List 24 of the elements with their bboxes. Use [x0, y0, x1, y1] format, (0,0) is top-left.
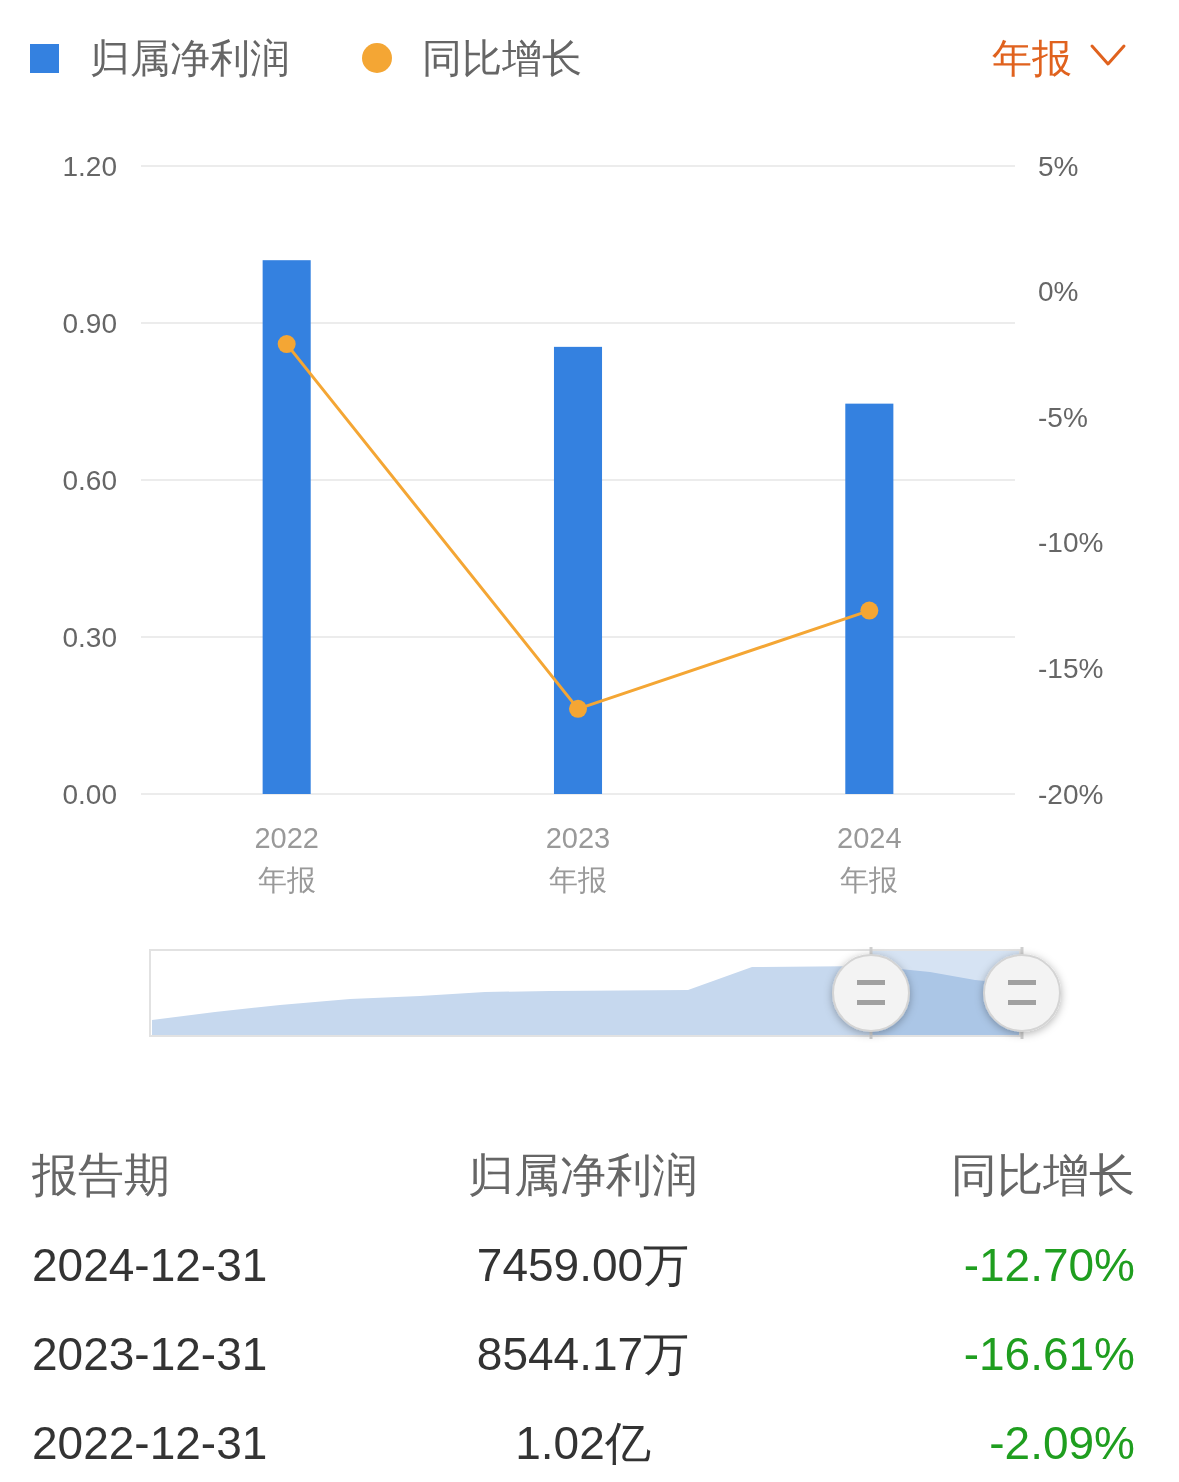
- y2-tick-label: -5%: [1038, 401, 1088, 433]
- y-tick-label: 0.00: [62, 778, 117, 810]
- y2-tick-label: 5%: [1038, 150, 1079, 182]
- y-tick-label: 1.20: [62, 150, 117, 182]
- point: [277, 335, 296, 354]
- y2-tick-label: -10%: [1038, 527, 1104, 559]
- y-tick-label: 0.60: [62, 464, 117, 496]
- text: 年报: [992, 36, 1072, 80]
- y2-tick-label: -20%: [1038, 778, 1104, 810]
- bar: [262, 260, 311, 794]
- x-tick-label: 2023 年报: [545, 822, 611, 896]
- x-tick-label: 2024 年报: [837, 822, 902, 896]
- table: 报告期 归属净利润 同比增长 2024-12-31 7459.00万 -12.70% 2023-12-31 8544.17万 -16.61% 2022-12-31 1.02亿 -2.09%: [32, 1149, 1135, 1469]
- y2-tick-label: -15%: [1038, 652, 1104, 684]
- legend-label: 同比增长: [422, 36, 582, 80]
- bar: [845, 403, 894, 794]
- y2-tick-label: 0%: [1038, 276, 1079, 308]
- y-tick-label: 0.90: [62, 307, 117, 339]
- y-tick-label: 0.30: [62, 621, 117, 653]
- legend-label: 归属净利润: [90, 36, 290, 80]
- point: [860, 601, 879, 620]
- x-tick-label: 2022 年报: [254, 822, 319, 896]
- bar: [553, 346, 603, 794]
- point: [569, 699, 587, 718]
